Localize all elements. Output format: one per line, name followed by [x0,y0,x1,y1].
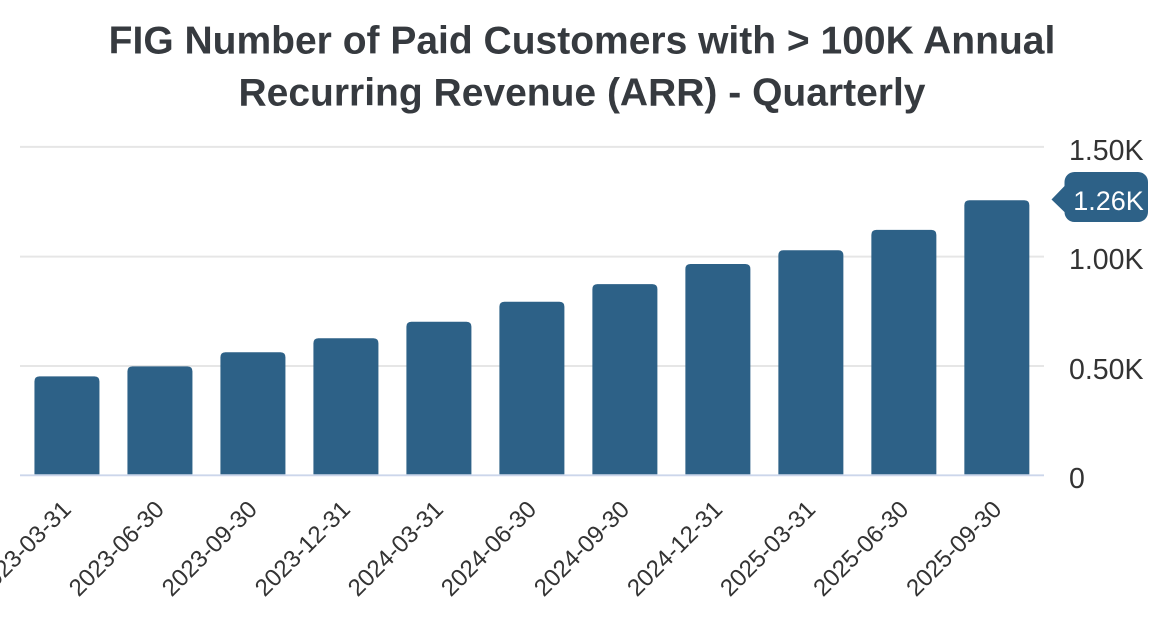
svg-text:1.26K: 1.26K [1073,186,1144,216]
svg-text:0.50K: 0.50K [1069,354,1143,386]
svg-text:FIG Number of Paid Customers w: FIG Number of Paid Customers with > 100K… [109,20,1056,63]
svg-text:Recurring Revenue (ARR) - Quar: Recurring Revenue (ARR) - Quarterly [239,72,926,115]
svg-text:0: 0 [1069,463,1085,495]
svg-text:1.00K: 1.00K [1069,244,1143,276]
svg-text:1.50K: 1.50K [1069,135,1143,167]
